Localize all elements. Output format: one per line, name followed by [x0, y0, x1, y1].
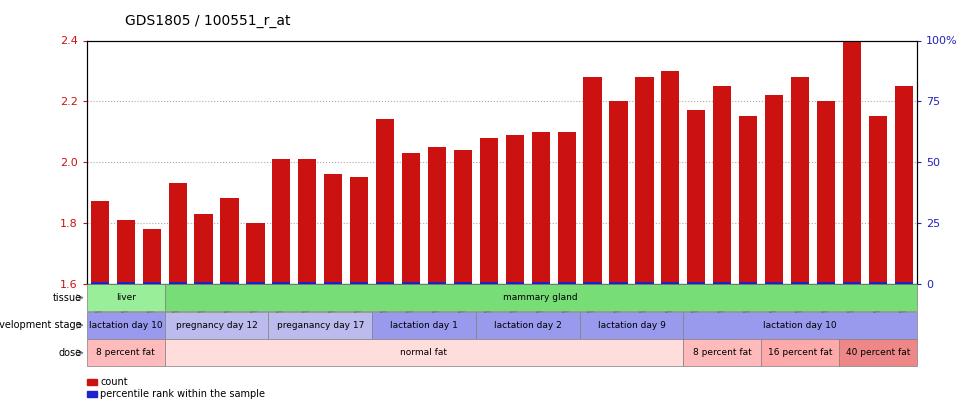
Bar: [454, 282, 472, 284]
Bar: [117, 220, 135, 284]
Bar: [506, 282, 524, 284]
Bar: [350, 177, 369, 284]
Text: liver: liver: [116, 293, 136, 302]
Bar: [635, 282, 653, 284]
Bar: [817, 101, 835, 284]
Bar: [272, 159, 290, 284]
Bar: [532, 132, 550, 284]
Bar: [454, 150, 472, 284]
Bar: [661, 71, 679, 284]
Bar: [427, 282, 446, 284]
Text: dose: dose: [59, 348, 82, 358]
Bar: [480, 282, 498, 284]
Text: preganancy day 17: preganancy day 17: [277, 321, 364, 330]
Bar: [661, 282, 679, 284]
Text: lactation day 10: lactation day 10: [89, 321, 162, 330]
Bar: [868, 282, 887, 284]
Bar: [791, 77, 809, 284]
Bar: [635, 77, 653, 284]
Bar: [376, 282, 394, 284]
Bar: [91, 282, 109, 284]
Bar: [220, 282, 238, 284]
Text: development stage: development stage: [0, 320, 82, 330]
Text: 8 percent fat: 8 percent fat: [693, 348, 752, 357]
Bar: [169, 183, 186, 284]
Text: count: count: [100, 377, 128, 386]
Text: lactation day 9: lactation day 9: [597, 321, 666, 330]
Text: 16 percent fat: 16 percent fat: [768, 348, 832, 357]
Bar: [220, 198, 238, 284]
Bar: [842, 282, 861, 284]
Bar: [765, 95, 784, 284]
Bar: [895, 282, 913, 284]
Bar: [91, 202, 109, 284]
Bar: [427, 147, 446, 284]
Bar: [687, 111, 705, 284]
Bar: [713, 86, 731, 284]
Bar: [610, 282, 627, 284]
Bar: [713, 282, 731, 284]
Bar: [350, 282, 369, 284]
Bar: [272, 282, 290, 284]
Text: percentile rank within the sample: percentile rank within the sample: [100, 389, 265, 399]
Bar: [558, 132, 576, 284]
Bar: [687, 282, 705, 284]
Text: GDS1805 / 100551_r_at: GDS1805 / 100551_r_at: [125, 14, 291, 28]
Bar: [817, 282, 835, 284]
Bar: [895, 86, 913, 284]
Text: 8 percent fat: 8 percent fat: [96, 348, 155, 357]
Bar: [195, 214, 212, 284]
Bar: [169, 282, 186, 284]
Bar: [298, 159, 317, 284]
Bar: [868, 117, 887, 284]
Text: lactation day 2: lactation day 2: [494, 321, 562, 330]
Text: 40 percent fat: 40 percent fat: [845, 348, 910, 357]
Bar: [402, 282, 420, 284]
Text: pregnancy day 12: pregnancy day 12: [176, 321, 258, 330]
Bar: [376, 119, 394, 284]
Bar: [117, 282, 135, 284]
Bar: [324, 174, 343, 284]
Bar: [402, 153, 420, 284]
Bar: [610, 101, 627, 284]
Bar: [765, 282, 784, 284]
Bar: [195, 282, 212, 284]
Bar: [739, 117, 758, 284]
Bar: [480, 138, 498, 284]
Bar: [324, 282, 343, 284]
Text: normal fat: normal fat: [400, 348, 448, 357]
Bar: [143, 229, 161, 284]
Bar: [143, 282, 161, 284]
Text: lactation day 1: lactation day 1: [390, 321, 458, 330]
Bar: [298, 282, 317, 284]
Text: mammary gland: mammary gland: [504, 293, 578, 302]
Bar: [246, 282, 264, 284]
Bar: [584, 77, 601, 284]
Bar: [558, 282, 576, 284]
Text: lactation day 10: lactation day 10: [763, 321, 837, 330]
Bar: [584, 282, 601, 284]
Bar: [842, 40, 861, 284]
Bar: [532, 282, 550, 284]
Bar: [246, 223, 264, 284]
Text: tissue: tissue: [53, 293, 82, 303]
Bar: [506, 135, 524, 284]
Bar: [791, 282, 809, 284]
Bar: [739, 282, 758, 284]
